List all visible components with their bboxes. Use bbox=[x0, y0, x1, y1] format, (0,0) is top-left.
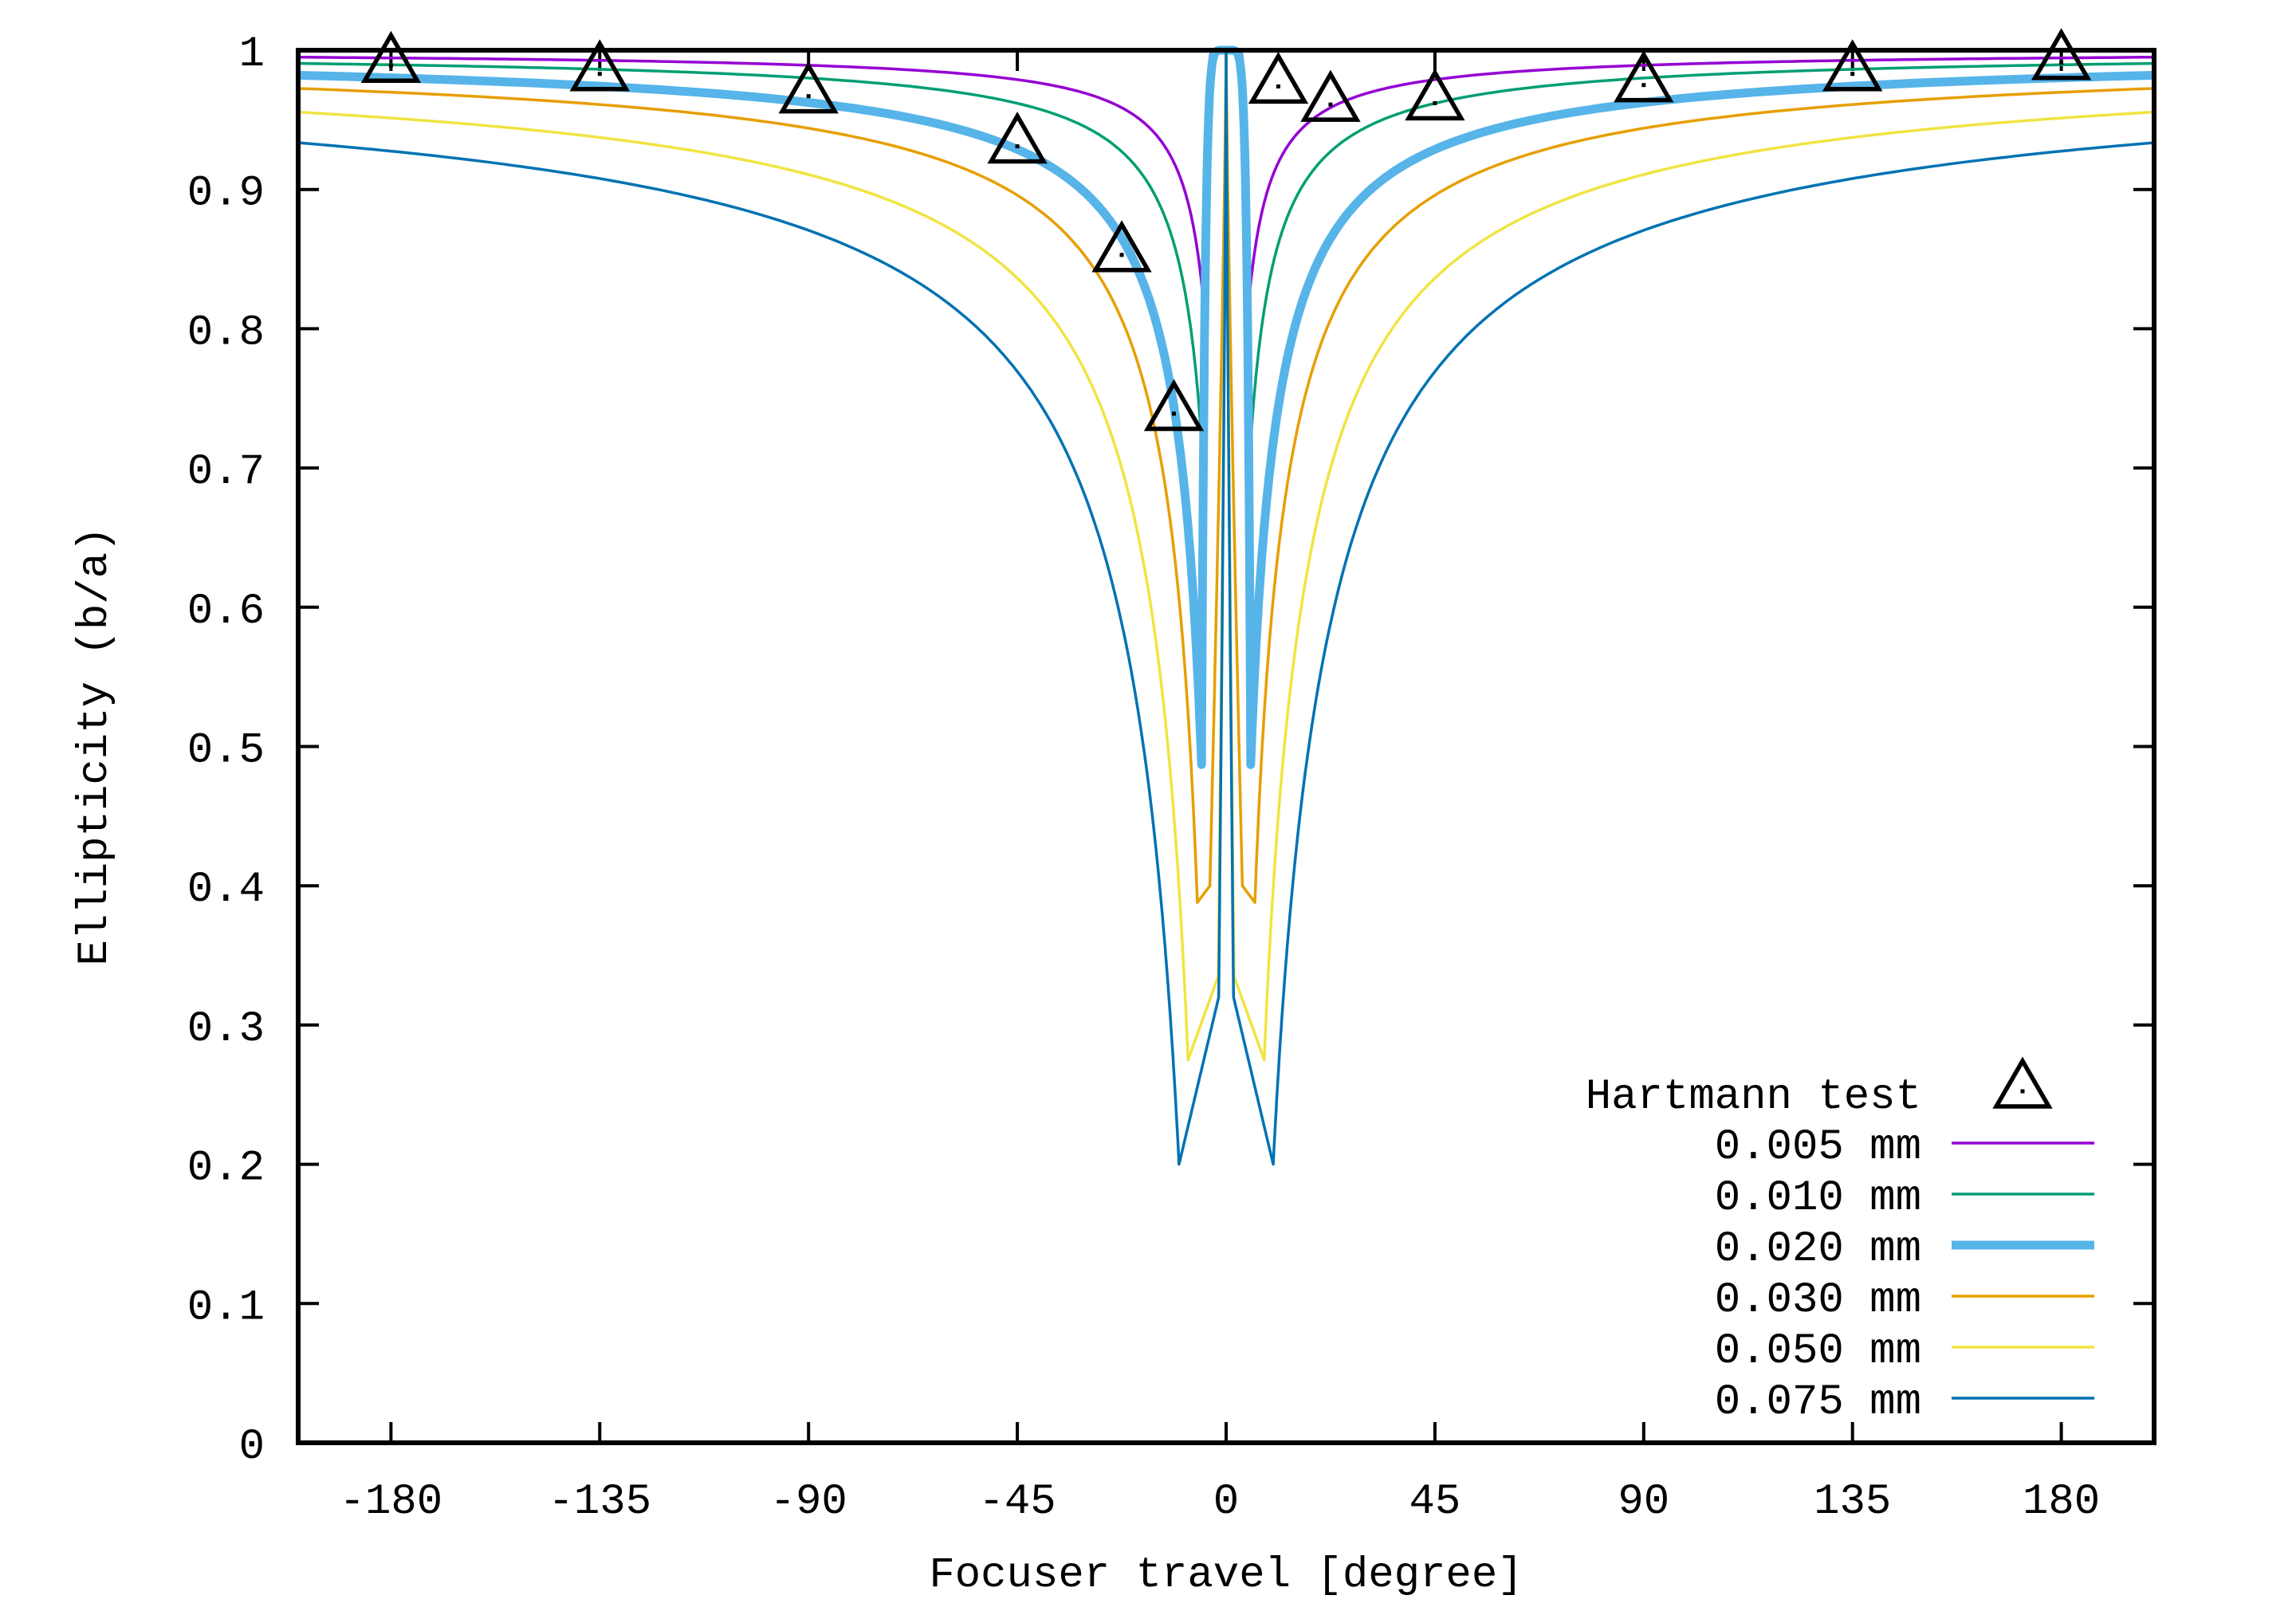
y-tick-label: 0.9 bbox=[187, 170, 265, 218]
triangle-center-dot bbox=[1328, 102, 1333, 107]
hartmann-points bbox=[360, 28, 2092, 431]
hartmann-point bbox=[1143, 379, 1205, 431]
y-tick-label: 0.8 bbox=[187, 308, 265, 357]
triangle-center-dot bbox=[1172, 411, 1177, 416]
hartmann-point bbox=[569, 39, 630, 92]
hartmann-point bbox=[1822, 39, 1883, 92]
triangle-center-dot bbox=[1119, 253, 1124, 257]
hartmann-point bbox=[360, 30, 422, 83]
triangle-outline bbox=[2031, 28, 2092, 81]
triangle-outline bbox=[778, 61, 839, 114]
triangle-outline bbox=[1992, 1056, 2053, 1109]
hartmann-point bbox=[778, 61, 839, 114]
x-tick-label: -180 bbox=[340, 1478, 443, 1526]
x-tick-label: 135 bbox=[1814, 1478, 1891, 1526]
tick-labels: -180 -135 -90 -45 0 45 90 135 180 0 0.1 0.2 0.3 0.4 0.… bbox=[187, 30, 2100, 1526]
triangle-center-dot bbox=[388, 63, 393, 68]
plot-border bbox=[296, 48, 2156, 1445]
y-tick-label: 0 bbox=[239, 1423, 265, 1471]
triangle-center-dot bbox=[1276, 84, 1280, 88]
legend-label: 0.005 mm bbox=[1715, 1123, 1921, 1172]
x-tick-label: 45 bbox=[1409, 1478, 1461, 1526]
hartmann-point bbox=[2031, 28, 2092, 81]
triangle-center-dot bbox=[2020, 1089, 2025, 1094]
x-tick-label: 90 bbox=[1618, 1478, 1669, 1526]
triangle-outline bbox=[1300, 69, 1361, 122]
legend-label: 0.020 mm bbox=[1715, 1225, 1921, 1274]
legend-entry-0.010mm: 0.010 mm bbox=[1715, 1174, 2094, 1223]
x-tick-label: -135 bbox=[548, 1478, 651, 1526]
triangle-outline bbox=[1091, 220, 1152, 273]
triangle-center-dot bbox=[597, 72, 602, 77]
y-tick-label: 0.5 bbox=[187, 727, 265, 776]
triangle-outline bbox=[569, 39, 630, 92]
triangle-outline bbox=[987, 112, 1048, 164]
hartmann-point bbox=[1091, 220, 1152, 273]
hartmann-point bbox=[1300, 69, 1361, 122]
y-tick-label: 0.1 bbox=[187, 1283, 265, 1332]
hartmann-point bbox=[987, 112, 1048, 164]
x-tick-label: -90 bbox=[770, 1478, 847, 1526]
legend-label: 0.050 mm bbox=[1715, 1327, 1921, 1376]
triangle-outline bbox=[1405, 68, 1465, 121]
triangle-center-dot bbox=[1433, 100, 1437, 105]
legend-entry-hartmann: Hartmann test bbox=[1586, 1056, 2053, 1122]
triangle-outline bbox=[360, 30, 422, 83]
legend-label: 0.075 mm bbox=[1715, 1378, 1921, 1427]
triangle-outline bbox=[1614, 50, 1674, 103]
legend-label: Hartmann test bbox=[1586, 1073, 1921, 1122]
y-tick-label: 0.6 bbox=[187, 587, 265, 636]
triangle-center-dot bbox=[1641, 83, 1646, 88]
y-tick-label: 1 bbox=[239, 30, 265, 79]
y-tick-label: 0.7 bbox=[187, 448, 265, 497]
x-tick-label: -45 bbox=[978, 1478, 1056, 1526]
legend-entry-0.030mm: 0.030 mm bbox=[1715, 1276, 2094, 1325]
legend-entry-0.005mm: 0.005 mm bbox=[1715, 1123, 2094, 1172]
curve-0.075mm bbox=[297, 49, 2155, 1166]
y-tick-label: 0.2 bbox=[187, 1145, 265, 1193]
legend-entry-0.020mm: 0.020 mm bbox=[1715, 1225, 2094, 1274]
curves bbox=[297, 45, 2155, 1166]
legend-label: 0.010 mm bbox=[1715, 1174, 1921, 1223]
x-tick-label: 180 bbox=[2023, 1478, 2100, 1526]
x-tick-label: 0 bbox=[1213, 1478, 1239, 1526]
triangle-outline bbox=[1143, 379, 1205, 431]
y-tick-label: 0.4 bbox=[187, 866, 265, 914]
y-axis-title: Ellipticity (b/a) bbox=[71, 527, 120, 966]
triangle-outline bbox=[1248, 51, 1309, 104]
x-axis-title: Focuser travel [degree] bbox=[929, 1551, 1523, 1600]
hartmann-legend-marker-icon bbox=[1992, 1056, 2053, 1109]
y-tick-label: 0.3 bbox=[187, 1005, 265, 1054]
hartmann-point bbox=[1614, 50, 1674, 103]
triangle-center-dot bbox=[2059, 61, 2064, 65]
legend-entry-0.075mm: 0.075 mm bbox=[1715, 1378, 2094, 1427]
triangle-center-dot bbox=[1850, 72, 1855, 77]
legend-label: 0.030 mm bbox=[1715, 1276, 1921, 1325]
triangle-outline bbox=[1822, 39, 1883, 92]
legend-entry-0.050mm: 0.050 mm bbox=[1715, 1327, 2094, 1376]
hartmann-point bbox=[1405, 68, 1465, 121]
triangle-center-dot bbox=[806, 94, 811, 99]
hartmann-point bbox=[1248, 51, 1309, 104]
triangle-center-dot bbox=[1015, 144, 1020, 149]
